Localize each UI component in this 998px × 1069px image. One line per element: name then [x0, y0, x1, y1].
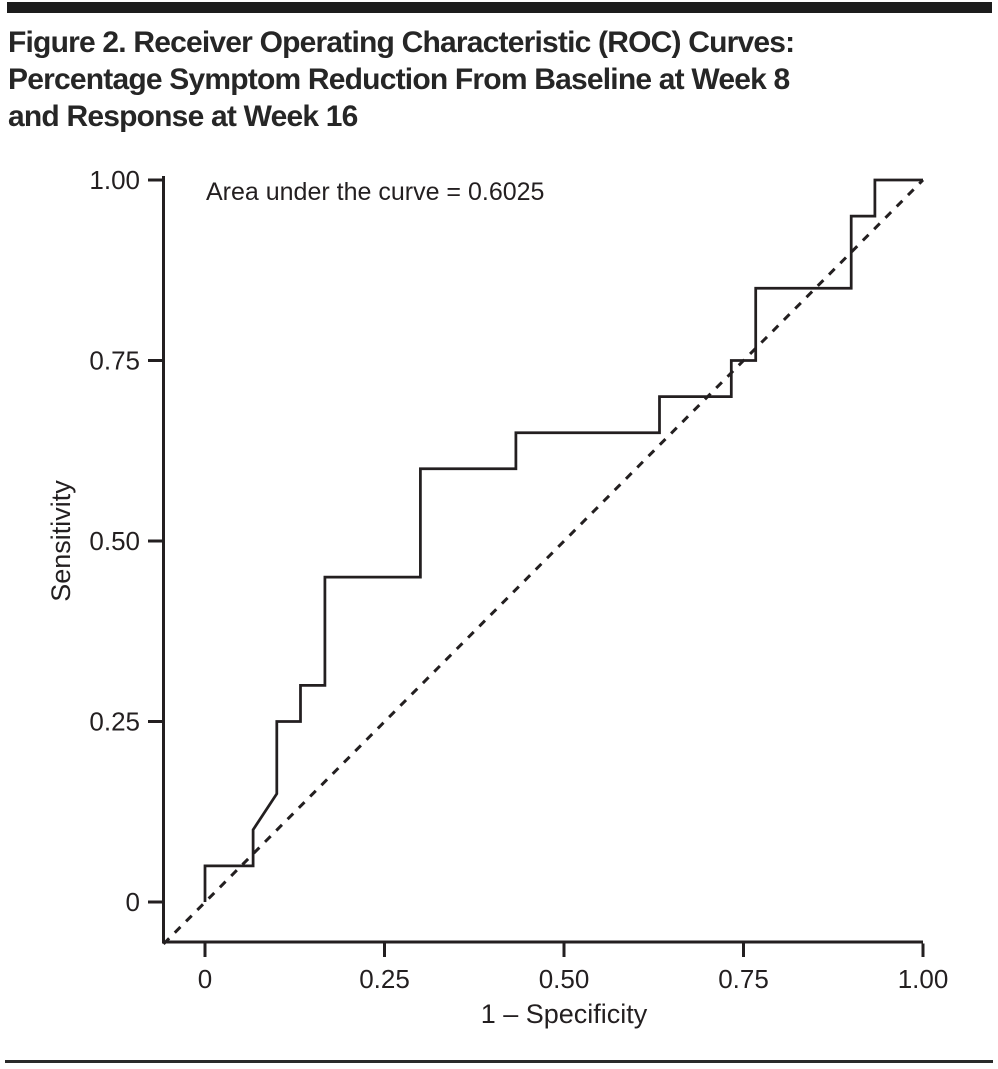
x-tick-label: 0	[198, 964, 212, 994]
x-axis-ticks	[203, 943, 925, 957]
y-tick-label: 0.75	[89, 346, 140, 376]
figure-title-line-2: Percentage Symptom Reduction From Baseli…	[8, 63, 790, 96]
roc-curve	[203, 178, 923, 902]
bottom-rule	[5, 1060, 993, 1063]
x-axis-label: 1 – Specificity	[481, 999, 648, 1029]
auc-annotation: Area under the curve = 0.6025	[206, 178, 544, 206]
y-tick-label: 0.50	[89, 526, 140, 556]
y-tick-label: 1.00	[89, 165, 140, 195]
x-tick-label: 0.75	[718, 964, 769, 994]
x-axis-tick-labels: 0 0.25 0.50 0.75 1.00	[198, 964, 949, 994]
figure-title: Figure 2. Receiver Operating Characteris…	[8, 24, 968, 135]
y-tick-label: 0	[126, 887, 140, 917]
x-tick-label: 0.25	[359, 964, 410, 994]
y-axis-tick-labels: 0 0.25 0.50 0.75 1.00	[89, 165, 140, 917]
x-tick-label: 0.50	[539, 964, 590, 994]
y-axis-label: Sensitivity	[46, 480, 76, 602]
top-rule	[7, 2, 992, 13]
x-tick-label: 1.00	[898, 964, 949, 994]
axis-lines	[162, 176, 923, 944]
y-axis-ticks	[148, 178, 162, 904]
chance-reference-line	[162, 178, 925, 946]
figure-title-line-3: and Response at Week 16	[8, 100, 358, 133]
figure-title-line-1: Figure 2. Receiver Operating Characteris…	[8, 26, 795, 59]
y-tick-label: 0.25	[89, 707, 140, 737]
